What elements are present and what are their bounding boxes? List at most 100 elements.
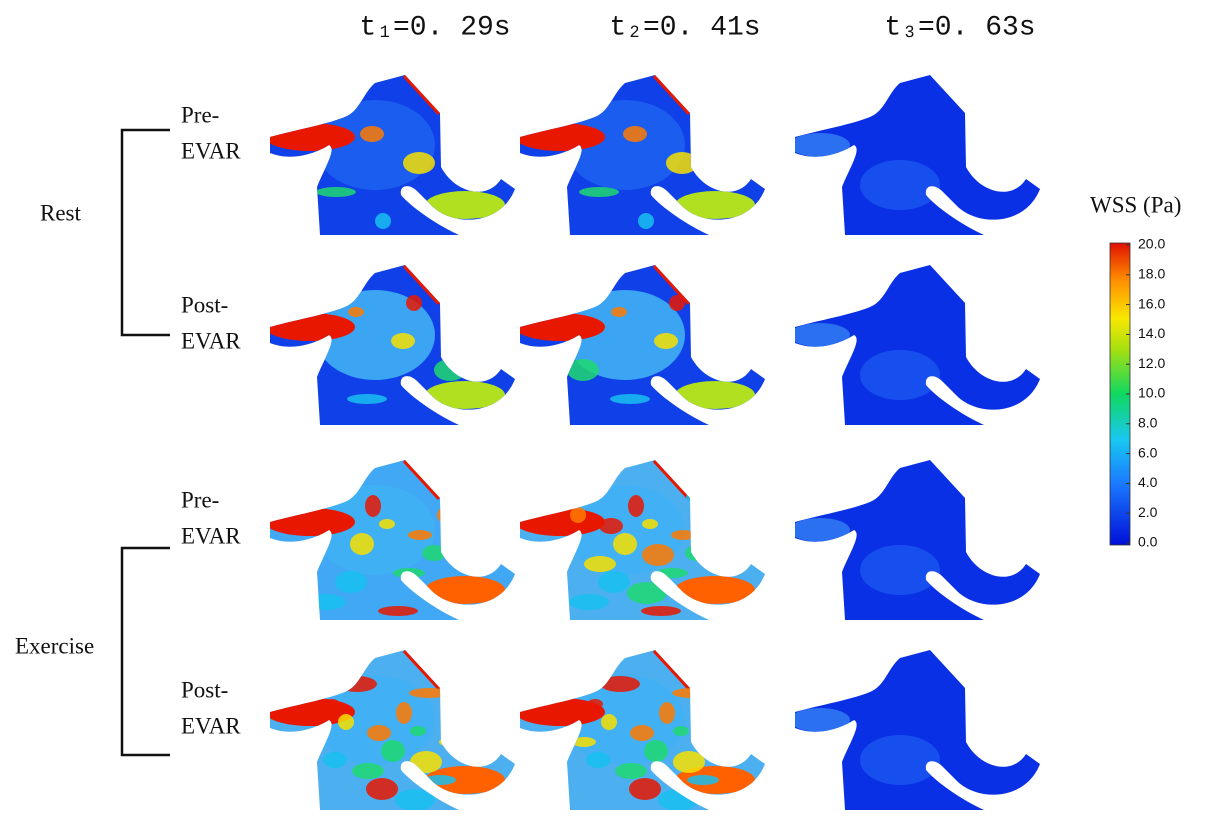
field-patch xyxy=(395,789,435,811)
field-patch xyxy=(367,725,391,741)
field-patch xyxy=(641,606,681,616)
contour-field xyxy=(515,265,765,430)
colorbar-tick-label: 16.0 xyxy=(1138,295,1165,311)
colorbar-tick-label: 10.0 xyxy=(1138,385,1165,401)
field-patch xyxy=(434,359,466,381)
field-patch xyxy=(610,394,650,404)
arm-warm xyxy=(425,381,505,409)
contour-panel xyxy=(790,460,1040,625)
field-patch xyxy=(323,752,347,768)
field-patch xyxy=(316,187,356,197)
row-label: Post- xyxy=(181,677,228,702)
contour-field xyxy=(790,650,1040,815)
contour-field xyxy=(790,460,1040,625)
contour-panel xyxy=(265,650,515,815)
field-base xyxy=(790,265,1040,430)
arm-hot xyxy=(265,123,355,151)
arm-warm xyxy=(675,576,755,604)
field-patch xyxy=(348,307,364,317)
field-patch xyxy=(642,544,674,566)
field-patch xyxy=(366,778,398,800)
field-patch xyxy=(672,688,712,698)
figure: WSS (Pa) t₁=0. 29st₂=0. 41st₃=0. 63sRest… xyxy=(0,0,1213,816)
field-patch xyxy=(409,688,449,698)
row-label: Pre- xyxy=(181,487,219,512)
field-patch xyxy=(599,518,623,534)
field-patch xyxy=(422,545,446,561)
field-base xyxy=(790,650,1040,815)
field-patch xyxy=(580,100,596,110)
row-label: EVAR xyxy=(181,328,241,353)
colorbar-tick-label: 14.0 xyxy=(1138,325,1165,341)
contour-field xyxy=(515,75,765,240)
contour-field xyxy=(265,75,515,240)
field-patch xyxy=(350,533,374,555)
contour-panel xyxy=(515,265,765,430)
contour-panel xyxy=(265,75,515,240)
contour-panel xyxy=(515,650,765,815)
field-patch xyxy=(790,133,850,157)
field-patch xyxy=(391,333,415,349)
contour-panel xyxy=(790,265,1040,430)
field-patch xyxy=(673,751,705,773)
arm-hot xyxy=(515,508,605,536)
column-header: t₃=0. 63s xyxy=(884,12,1035,43)
field-patch xyxy=(790,518,850,542)
field-patch xyxy=(860,160,940,210)
arm-warm xyxy=(425,576,505,604)
field-patch xyxy=(658,789,698,811)
field-patch xyxy=(860,350,940,400)
field-patch xyxy=(656,568,688,578)
row-label: Pre- xyxy=(181,102,219,127)
field-patch xyxy=(628,495,644,517)
field-patch xyxy=(613,533,637,555)
contour-panel xyxy=(265,460,515,625)
field-patch xyxy=(338,714,354,730)
arm-hot xyxy=(265,313,355,341)
field-patch xyxy=(570,507,586,523)
contour-panel xyxy=(515,75,765,240)
field-patch xyxy=(600,676,640,692)
contour-field xyxy=(515,460,765,625)
field-patch xyxy=(686,492,702,502)
field-patch xyxy=(403,152,435,174)
field-patch xyxy=(586,752,610,768)
colorbar-tick-label: 0.0 xyxy=(1138,534,1158,550)
contour-panel xyxy=(790,650,1040,815)
field-patch xyxy=(638,213,654,229)
field-patch xyxy=(408,530,432,540)
arm-warm xyxy=(675,381,755,409)
field-patch xyxy=(601,714,617,730)
colorbar-tick-label: 2.0 xyxy=(1138,504,1158,520)
arm-hot xyxy=(515,123,605,151)
field-base xyxy=(790,75,1040,240)
field-patch xyxy=(598,571,630,593)
contour-field xyxy=(515,650,765,815)
field-patch xyxy=(669,295,685,311)
contour-panel xyxy=(265,265,515,430)
field-patch xyxy=(406,295,422,311)
field-patch xyxy=(685,545,709,561)
field-patch xyxy=(378,606,418,616)
field-patch xyxy=(375,213,391,229)
field-patch xyxy=(630,725,654,741)
field-base xyxy=(790,460,1040,625)
field-patch xyxy=(790,708,850,732)
field-patch xyxy=(337,676,377,692)
field-patch xyxy=(439,737,463,747)
field-patch xyxy=(396,702,412,724)
contour-field xyxy=(265,265,515,430)
row-label: EVAR xyxy=(181,713,241,738)
field-patch xyxy=(579,187,619,197)
field-patch xyxy=(687,775,719,785)
field-patch xyxy=(627,582,667,604)
contour-field xyxy=(265,460,515,625)
contour-panel xyxy=(790,75,1040,240)
contour-field xyxy=(265,650,515,815)
contour-field xyxy=(790,265,1040,430)
field-patch xyxy=(352,763,384,779)
colorbar-tick-label: 20.0 xyxy=(1138,236,1165,252)
rest-bracket xyxy=(122,130,170,335)
group-label: Exercise xyxy=(15,633,94,658)
field-patch xyxy=(587,699,603,709)
